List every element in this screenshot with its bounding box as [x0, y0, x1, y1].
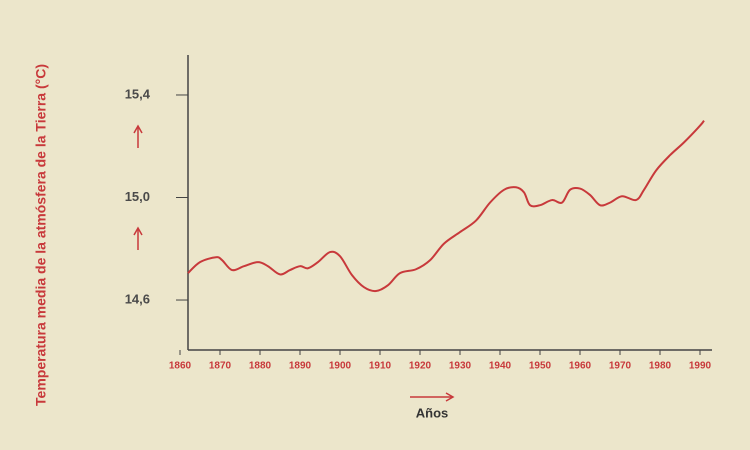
- x-tick-label: 1900: [329, 361, 352, 372]
- y-tick-label: 15,0: [125, 189, 150, 204]
- x-tick-label: 1990: [689, 361, 712, 372]
- x-tick-label: 1890: [289, 361, 312, 372]
- x-tick-label: 1940: [489, 361, 512, 372]
- x-tick-label: 1910: [369, 361, 392, 372]
- y-tick-label: 14,6: [125, 291, 150, 306]
- x-tick-label: 1870: [209, 361, 232, 372]
- y-arrows: [133, 124, 143, 250]
- temperature-line: [187, 119, 705, 293]
- x-tick-label: 1880: [249, 361, 272, 372]
- x-arrow: [410, 392, 455, 402]
- x-tick-label: 1860: [169, 361, 192, 372]
- x-axis-label: Años: [416, 405, 449, 420]
- x-tick-label: 1920: [409, 361, 432, 372]
- x-tick-label: 1970: [609, 361, 632, 372]
- x-tick-label: 1950: [529, 361, 552, 372]
- y-axis-label: Temperatura media de la atmósfera de la …: [33, 64, 49, 406]
- x-tick-label: 1980: [649, 361, 672, 372]
- x-tick-label: 1960: [569, 361, 592, 372]
- y-tick-label: 15,4: [125, 86, 151, 101]
- x-tick-label: 1930: [449, 361, 472, 372]
